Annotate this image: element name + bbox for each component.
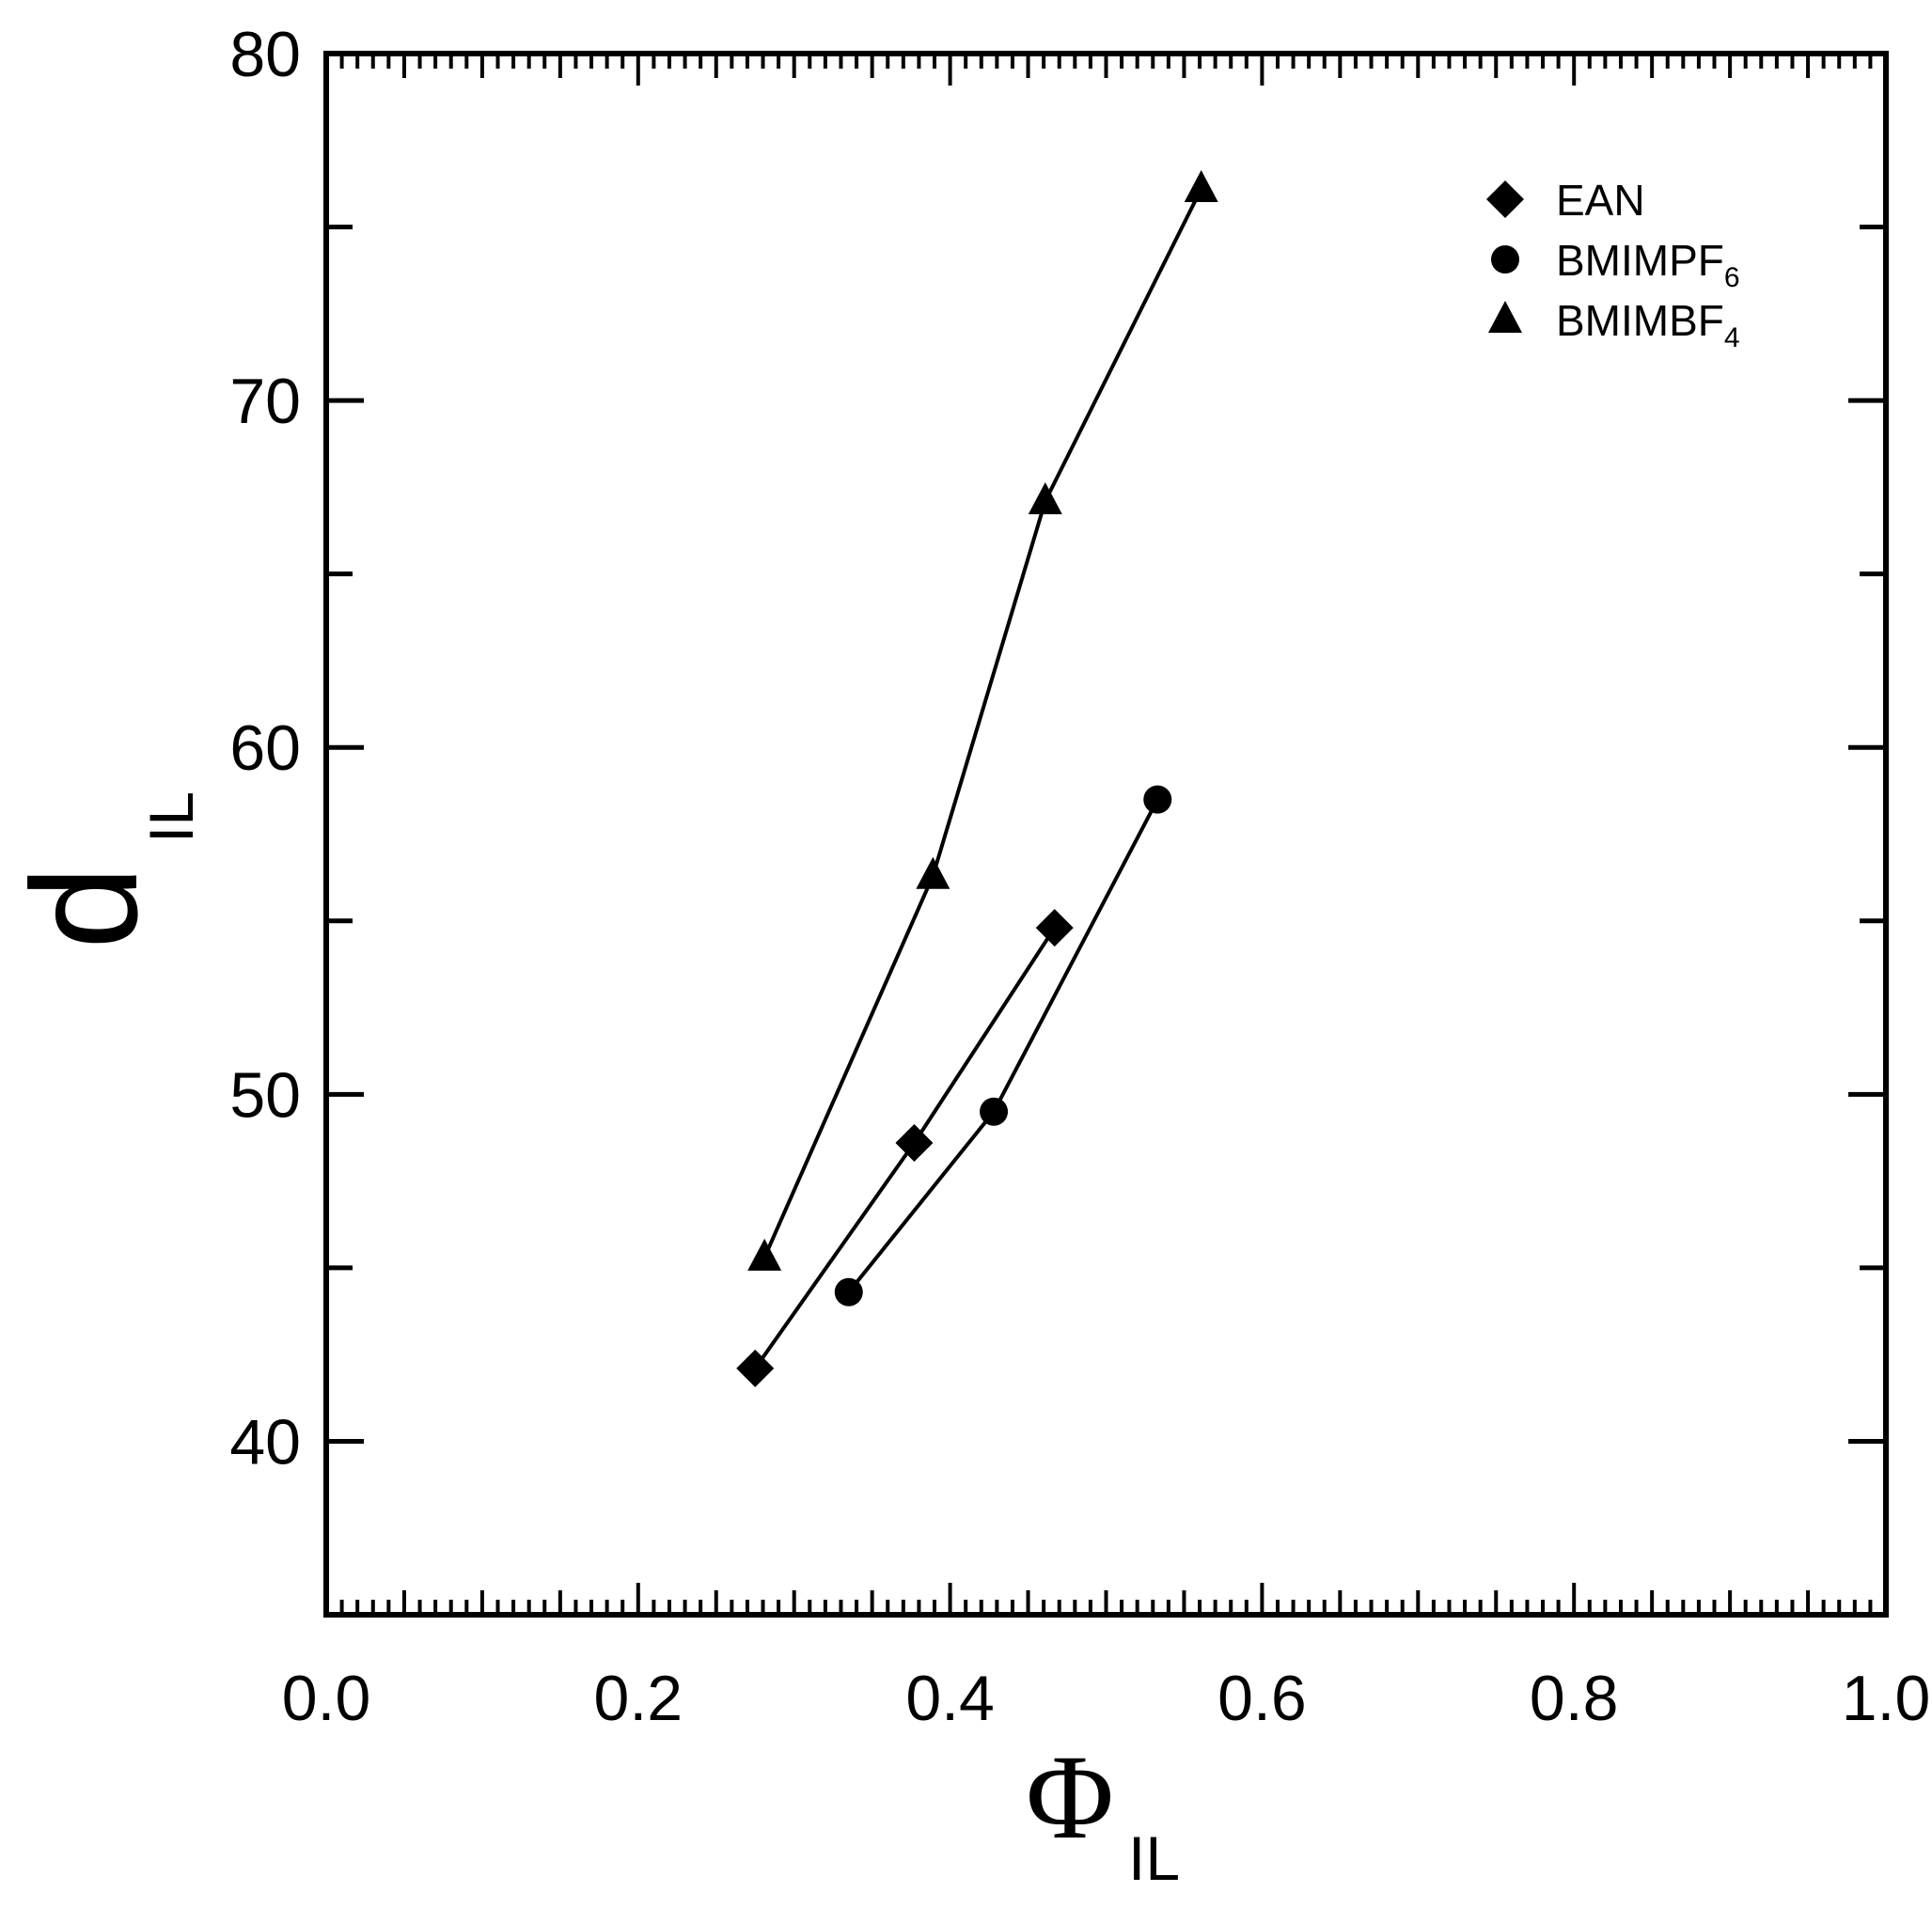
data-point	[1028, 482, 1062, 515]
x-axis-symbol: Φ	[1026, 1730, 1114, 1864]
data-point	[895, 1124, 934, 1163]
series-bmimpf	[834, 785, 1172, 1306]
y-tick-label: 80	[229, 19, 301, 90]
y-tick-label: 70	[229, 366, 301, 437]
x-tick-label: 0.4	[905, 1663, 995, 1734]
y-axis-title: d IL	[0, 791, 206, 949]
data-point	[1143, 785, 1172, 814]
y-axis-symbol: d	[0, 866, 168, 949]
x-axis-subscript: IL	[1128, 1823, 1180, 1893]
series-line	[847, 798, 1160, 1293]
data-point	[736, 1349, 775, 1387]
legend-marker	[1486, 180, 1524, 218]
legend-label: BMIMPF6	[1556, 236, 1740, 293]
legend-label: BMIMBF4	[1556, 296, 1740, 353]
y-tick-label: 40	[229, 1406, 301, 1478]
series-ean	[736, 909, 1074, 1387]
legend-label: EAN	[1556, 176, 1645, 225]
data-point	[834, 1277, 863, 1306]
legend-marker	[1488, 301, 1522, 333]
x-axis-title: Φ IL	[1026, 1730, 1180, 1893]
axis-ticks	[324, 51, 1888, 1618]
data-point	[1035, 909, 1074, 947]
series-line	[762, 188, 1203, 1259]
plot-area-frame	[323, 51, 1889, 1618]
y-tick-label: 50	[229, 1059, 301, 1131]
data-point	[916, 856, 950, 889]
legend-item: BMIMPF6	[1491, 236, 1740, 293]
data-point	[1184, 169, 1218, 202]
x-tick-label: 1.0	[1842, 1663, 1931, 1734]
tick-labels: 0.0 0.2 0.4 0.6 0.8 1.0 40 50 60 70 80	[229, 19, 1930, 1734]
series-bmimbf	[747, 169, 1218, 1271]
legend-item: BMIMBF4	[1488, 296, 1740, 353]
legend-marker	[1491, 245, 1519, 274]
y-axis-subscript: IL	[136, 791, 206, 843]
legend-item: EAN	[1486, 176, 1645, 225]
y-tick-label: 60	[229, 712, 301, 784]
data-point	[747, 1238, 782, 1271]
x-tick-label: 0.6	[1217, 1663, 1307, 1734]
data-point	[980, 1097, 1009, 1126]
x-tick-label: 0.8	[1530, 1663, 1619, 1734]
x-tick-label: 0.2	[594, 1663, 683, 1734]
series-layer	[736, 169, 1218, 1387]
x-tick-label: 0.0	[282, 1663, 371, 1734]
